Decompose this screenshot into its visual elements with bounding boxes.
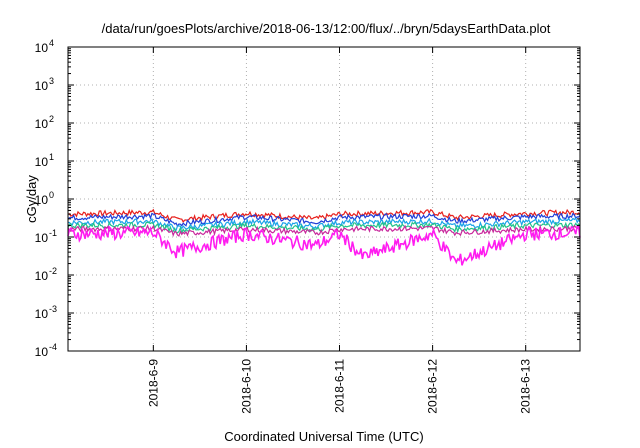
series-line <box>67 212 581 228</box>
x-tick-label: 2018-6-12 <box>426 359 440 414</box>
y-tick-label: 10 <box>35 41 49 55</box>
series-group <box>67 208 581 266</box>
chart-title: /data/run/goesPlots/archive/2018-06-13/1… <box>102 21 551 36</box>
series-line <box>67 221 581 235</box>
x-axis: 2018-6-9 2018-6-10 2018-6-11 2018-6-12 2018-… <box>146 47 533 414</box>
series-line <box>67 224 581 237</box>
y-tick-exponent: -3 <box>49 304 57 314</box>
y-tick-exponent: -4 <box>49 342 57 352</box>
series-line <box>67 225 581 266</box>
y-tick-exponent: 4 <box>49 38 54 48</box>
grid <box>68 47 580 351</box>
y-tick-exponent: 3 <box>49 76 54 86</box>
y-tick-exponent: 1 <box>49 152 54 162</box>
y-tick-exponent: 2 <box>49 114 54 124</box>
x-tick-label: 2018-6-9 <box>146 359 160 407</box>
y-tick-exponent: -2 <box>49 266 57 276</box>
y-tick-exponent: 0 <box>49 190 54 200</box>
series-line <box>67 208 581 223</box>
y-tick-label: 10 <box>35 117 49 131</box>
y-tick-label: 10 <box>35 345 49 359</box>
x-tick-label: 2018-6-11 <box>333 359 347 413</box>
y-tick-label: 10 <box>35 231 49 245</box>
y-tick-label: 10 <box>35 193 49 207</box>
x-tick-label: 2018-6-13 <box>519 359 533 414</box>
y-tick-label: 10 <box>35 155 49 169</box>
x-axis-label: Coordinated Universal Time (UTC) <box>224 429 423 444</box>
x-tick-label: 2018-6-10 <box>239 359 253 414</box>
y-axis-label: cGy/day <box>24 175 39 223</box>
y-tick-exponent: -1 <box>49 228 57 238</box>
y-tick-label: 10 <box>35 307 49 321</box>
y-tick-label: 10 <box>35 269 49 283</box>
y-tick-label: 10 <box>35 79 49 93</box>
